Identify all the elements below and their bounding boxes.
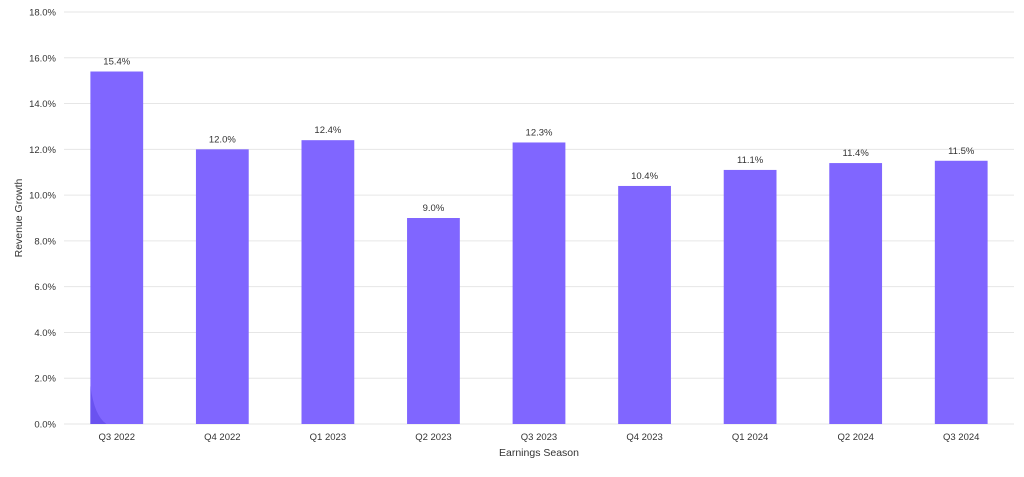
- y-axis-title: Revenue Growth: [13, 178, 25, 257]
- x-tick-label: Q3 2022: [99, 432, 135, 443]
- data-label: 12.0%: [209, 134, 236, 145]
- bar: [512, 142, 566, 424]
- data-label: 12.4%: [314, 125, 341, 136]
- x-axis-title: Earnings Season: [499, 447, 579, 459]
- bar: [90, 71, 144, 424]
- y-tick-label: 0.0%: [34, 420, 56, 431]
- bar: [618, 185, 671, 424]
- x-tick-label: Q1 2023: [310, 432, 346, 443]
- y-tick-label: 18.0%: [29, 8, 56, 19]
- data-label: 11.4%: [843, 148, 870, 159]
- data-label: 11.5%: [948, 146, 975, 157]
- bars: [90, 71, 988, 425]
- bar: [934, 160, 988, 424]
- y-tick-label: 12.0%: [29, 145, 56, 156]
- bar: [723, 169, 777, 424]
- x-tick-label: Q4 2023: [626, 432, 662, 443]
- data-label: 10.4%: [631, 171, 658, 182]
- y-tick-label: 2.0%: [34, 374, 56, 385]
- bar: [195, 149, 249, 425]
- x-tick-label: Q2 2024: [837, 432, 873, 443]
- x-tick-label: Q2 2023: [415, 432, 451, 443]
- bar: [407, 218, 460, 424]
- x-tick-label: Q4 2022: [204, 432, 240, 443]
- y-tick-label: 4.0%: [34, 328, 56, 339]
- bar-accent: [90, 386, 107, 424]
- x-axis-ticks: Q3 2022 Q4 2022 Q1 2023 Q2 2023 Q3 2023 Q4 20…: [99, 432, 980, 443]
- y-tick-label: 6.0%: [34, 282, 56, 293]
- y-tick-label: 10.0%: [29, 191, 56, 202]
- x-tick-label: Q3 2023: [521, 432, 557, 443]
- x-tick-label: Q3 2024: [943, 432, 979, 443]
- bar: [301, 140, 355, 424]
- bar: [829, 163, 883, 425]
- data-labels: 15.4% 12.0% 12.4% 9.0% 12.3% 10.4% 11.1% 11.4% 1…: [103, 57, 975, 214]
- x-tick-label: Q1 2024: [732, 432, 768, 443]
- y-tick-label: 14.0%: [29, 99, 56, 110]
- y-tick-label: 16.0%: [29, 53, 56, 64]
- data-label: 9.0%: [423, 203, 445, 214]
- y-axis-ticks: 0.0% 2.0% 4.0% 6.0% 8.0% 10.0% 12.0% 14.0% 16.0%…: [29, 8, 56, 431]
- y-tick-label: 8.0%: [34, 236, 56, 247]
- data-label: 12.3%: [526, 127, 553, 138]
- data-label: 11.1%: [737, 155, 764, 166]
- data-label: 15.4%: [103, 57, 130, 68]
